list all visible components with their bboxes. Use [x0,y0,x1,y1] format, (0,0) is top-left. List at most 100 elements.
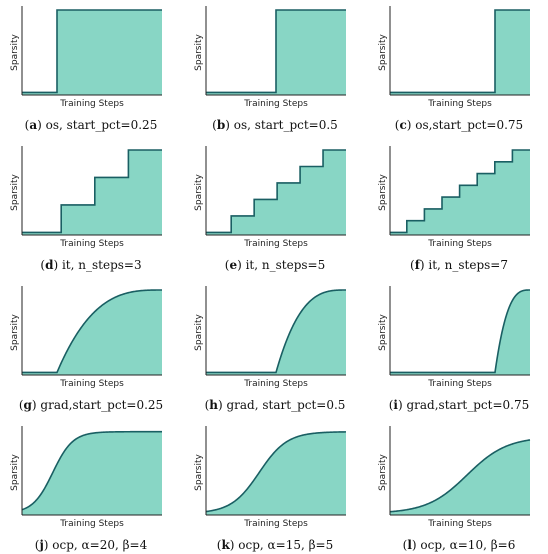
y-axis-label: Sparsity [378,33,388,70]
x-axis-label: Training Steps [59,99,124,109]
x-axis-label: Training Steps [243,239,308,249]
caption-letter: (b) [212,118,230,132]
y-axis-label: Sparsity [378,173,388,210]
chart-svg: Training Steps Sparsity [378,146,530,249]
chart-svg: Training Steps Sparsity [10,6,162,109]
sparsity-area [206,290,346,375]
caption-letter: (a) [24,118,42,132]
sparsity-line [206,9,346,94]
subplot-g: Training Steps Sparsity (g) grad,start_pct… [6,284,176,414]
subplot-caption: (f) it, n_steps=7 [374,258,544,272]
sparsity-area [22,290,162,375]
chart-svg: Training Steps Sparsity [194,6,346,109]
caption-text: grad,start_pct=0.25 [36,398,164,412]
sparsity-area [390,439,530,515]
sparsity-line [389,439,531,513]
y-axis-label: Sparsity [10,313,20,350]
x-axis-label: Training Steps [243,99,308,109]
subplot-caption: (a) os, start_pct=0.25 [6,118,176,132]
x-axis-label: Training Steps [427,239,492,249]
caption-letter: (j) [34,538,49,552]
caption-letter: (d) [40,258,59,272]
y-axis-label: Sparsity [194,313,204,350]
caption-letter: (k) [216,538,235,552]
y-axis-label: Sparsity [378,313,388,350]
sparsity-line [21,430,162,511]
subplot-caption: (l) ocp, α=10, β=6 [374,538,544,552]
x-axis-label: Training Steps [59,239,124,249]
caption-text: it, n_steps=5 [241,258,326,272]
subplot-caption: (j) ocp, α=20, β=4 [6,538,176,552]
sparsity-line [22,289,162,374]
sparsity-line [22,149,162,234]
sparsity-line [206,149,346,234]
caption-letter: (l) [402,538,417,552]
caption-text: it, n_steps=3 [58,258,142,272]
sparsity-area [22,150,162,235]
subplot-caption: (k) ocp, α=15, β=5 [190,538,360,552]
subplot-d: Training Steps Sparsity (d) it, n_steps=3 [6,144,176,274]
chart-svg: Training Steps Sparsity [10,146,162,249]
caption-text: os, start_pct=0.5 [229,118,338,132]
subplot-caption: (d) it, n_steps=3 [6,258,176,272]
sparsity-area [206,150,346,235]
subplot-k: Training Steps Sparsity (k) ocp, α=15, β=5 [190,424,360,554]
caption-letter: (c) [394,118,412,132]
caption-letter: (h) [204,398,223,412]
subplot-caption: (c) os,start_pct=0.75 [374,118,544,132]
sparsity-line [205,431,347,513]
sparsity-line [390,9,530,94]
subplot-b: Training Steps Sparsity (b) os, start_pct=… [190,4,360,134]
caption-text: ocp, α=20, β=4 [48,538,148,552]
caption-text: os,start_pct=0.75 [411,118,524,132]
subplot-f: Training Steps Sparsity (f) it, n_steps=7 [374,144,544,274]
subplot-a: Training Steps Sparsity (a) os, start_pct=… [6,4,176,134]
subplot-j: Training Steps Sparsity (j) ocp, α=20, β=4 [6,424,176,554]
chart-svg: Training Steps Sparsity [378,286,530,389]
subplot-caption: (g) grad,start_pct=0.25 [6,398,176,412]
subplot-h: Training Steps Sparsity (h) grad, start_pc… [190,284,360,414]
chart-svg: Training Steps Sparsity [378,426,531,529]
y-axis-label: Sparsity [10,173,20,210]
x-axis-label: Training Steps [427,519,492,529]
sparsity-line [390,289,530,374]
chart-svg: Training Steps Sparsity [194,426,347,529]
caption-letter: (e) [224,258,242,272]
sparsity-area [390,10,530,95]
subplot-caption: (e) it, n_steps=5 [190,258,360,272]
x-axis-label: Training Steps [243,379,308,389]
caption-text: ocp, α=10, β=6 [416,538,516,552]
caption-text: os, start_pct=0.25 [41,118,158,132]
y-axis-label: Sparsity [378,453,388,490]
subplot-caption: (b) os, start_pct=0.5 [190,118,360,132]
x-axis-label: Training Steps [427,99,492,109]
caption-letter: (i) [388,398,403,412]
subplot-caption: (i) grad,start_pct=0.75 [374,398,544,412]
caption-text: it, n_steps=7 [424,258,508,272]
subplot-l: Training Steps Sparsity (l) ocp, α=10, β=6 [374,424,544,554]
x-axis-label: Training Steps [59,379,124,389]
chart-svg: Training Steps Sparsity [10,426,162,529]
subplot-e: Training Steps Sparsity (e) it, n_steps=5 [190,144,360,274]
sparsity-line [206,289,346,374]
chart-svg: Training Steps Sparsity [10,286,162,389]
x-axis-label: Training Steps [59,519,124,529]
subplot-i: Training Steps Sparsity (i) grad,start_pct… [374,284,544,414]
x-axis-label: Training Steps [243,519,308,529]
sparsity-area [206,431,346,515]
sparsity-line [390,149,530,234]
y-axis-label: Sparsity [10,453,20,490]
caption-text: ocp, α=15, β=5 [234,538,334,552]
y-axis-label: Sparsity [10,33,20,70]
caption-letter: (f) [410,258,425,272]
sparsity-area [22,431,162,515]
x-axis-label: Training Steps [427,379,492,389]
y-axis-label: Sparsity [194,33,204,70]
caption-text: grad, start_pct=0.5 [222,398,346,412]
sparsity-area [390,290,530,375]
caption-letter: (g) [18,398,37,412]
subplot-c: Training Steps Sparsity (c) os,start_pct=0… [374,4,544,134]
chart-svg: Training Steps Sparsity [194,146,346,249]
y-axis-label: Sparsity [194,453,204,490]
sparsity-line [22,9,162,94]
